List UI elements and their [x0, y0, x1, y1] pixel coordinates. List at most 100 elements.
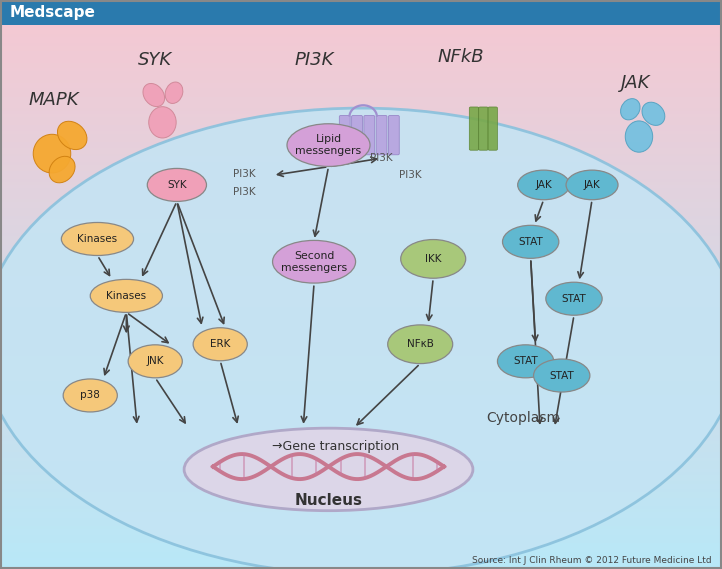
- FancyBboxPatch shape: [469, 107, 479, 150]
- Bar: [0, 284, 722, 287]
- Text: JAK: JAK: [535, 180, 552, 190]
- Bar: [0, 222, 722, 225]
- Text: NFκB: NFκB: [406, 339, 434, 349]
- Ellipse shape: [49, 156, 75, 183]
- Bar: [0, 88, 722, 91]
- Bar: [0, 273, 722, 276]
- Bar: [0, 233, 722, 236]
- Bar: [0, 509, 722, 512]
- Bar: [0, 276, 722, 279]
- Bar: [0, 404, 722, 407]
- Bar: [0, 455, 722, 458]
- Bar: [0, 549, 722, 552]
- Text: p38: p38: [80, 390, 100, 401]
- Bar: [0, 373, 722, 376]
- Bar: [0, 242, 722, 245]
- Bar: [0, 330, 722, 333]
- Text: Source: Int J Clin Rheum © 2012 Future Medicine Ltd: Source: Int J Clin Rheum © 2012 Future M…: [471, 556, 711, 565]
- Text: PI3K: PI3K: [232, 187, 256, 197]
- Bar: [0, 205, 722, 208]
- Bar: [0, 23, 722, 26]
- FancyBboxPatch shape: [479, 107, 488, 150]
- Text: NFkB: NFkB: [438, 48, 484, 66]
- Ellipse shape: [165, 82, 183, 104]
- Bar: [0, 51, 722, 54]
- Bar: [0, 83, 722, 85]
- Bar: [0, 154, 722, 156]
- Bar: [0, 313, 722, 316]
- Bar: [0, 11, 722, 14]
- Bar: [0, 421, 722, 424]
- Bar: [0, 506, 722, 509]
- Bar: [0, 339, 722, 341]
- Bar: [0, 57, 722, 60]
- Bar: [0, 279, 722, 282]
- Bar: [0, 193, 722, 196]
- Bar: [0, 196, 722, 199]
- Ellipse shape: [33, 134, 71, 173]
- Text: PI3K: PI3K: [399, 170, 422, 180]
- Bar: [0, 319, 722, 321]
- Bar: [0, 538, 722, 541]
- Bar: [0, 415, 722, 418]
- Bar: [0, 552, 722, 555]
- FancyBboxPatch shape: [352, 116, 362, 155]
- Ellipse shape: [61, 222, 134, 255]
- Bar: [0, 142, 722, 145]
- Bar: [0, 156, 722, 159]
- Bar: [0, 327, 722, 330]
- Bar: [0, 253, 722, 256]
- Bar: [0, 407, 722, 410]
- Ellipse shape: [128, 345, 182, 378]
- Ellipse shape: [287, 124, 370, 167]
- Bar: [0, 77, 722, 80]
- Bar: [0, 472, 722, 475]
- Bar: [0, 102, 722, 105]
- Bar: [0, 43, 722, 46]
- Bar: [0, 228, 722, 230]
- Bar: [0, 9, 722, 11]
- Bar: [0, 304, 722, 307]
- Bar: [0, 478, 722, 481]
- Text: Kinases: Kinases: [77, 234, 118, 244]
- Bar: [0, 512, 722, 515]
- Bar: [0, 85, 722, 88]
- Bar: [0, 91, 722, 94]
- Text: SYK: SYK: [167, 180, 187, 190]
- Bar: [0, 137, 722, 139]
- Bar: [0, 450, 722, 452]
- Text: Nucleus: Nucleus: [295, 493, 362, 508]
- Ellipse shape: [147, 168, 206, 201]
- Bar: [0, 316, 722, 319]
- Ellipse shape: [534, 359, 590, 392]
- Bar: [0, 529, 722, 532]
- Ellipse shape: [401, 240, 466, 278]
- Bar: [0, 427, 722, 430]
- Bar: [0, 168, 722, 171]
- Bar: [0, 410, 722, 413]
- Bar: [0, 119, 722, 122]
- Bar: [0, 162, 722, 165]
- Bar: [0, 125, 722, 128]
- Bar: [0, 265, 722, 267]
- Bar: [0, 541, 722, 543]
- Text: JNK: JNK: [147, 356, 164, 366]
- Bar: [0, 148, 722, 151]
- Bar: [0, 364, 722, 367]
- Text: MAPK: MAPK: [29, 90, 79, 109]
- Bar: [0, 282, 722, 284]
- Bar: [0, 560, 722, 563]
- Bar: [0, 418, 722, 421]
- Bar: [0, 239, 722, 242]
- FancyBboxPatch shape: [388, 116, 399, 155]
- Bar: [0, 0, 722, 3]
- Bar: [0, 134, 722, 137]
- Bar: [0, 145, 722, 148]
- Ellipse shape: [546, 282, 602, 315]
- Bar: [0, 447, 722, 450]
- Bar: [0, 270, 722, 273]
- Bar: [0, 250, 722, 253]
- Ellipse shape: [149, 107, 176, 138]
- Text: →Gene transcription: →Gene transcription: [272, 440, 399, 453]
- Bar: [0, 387, 722, 390]
